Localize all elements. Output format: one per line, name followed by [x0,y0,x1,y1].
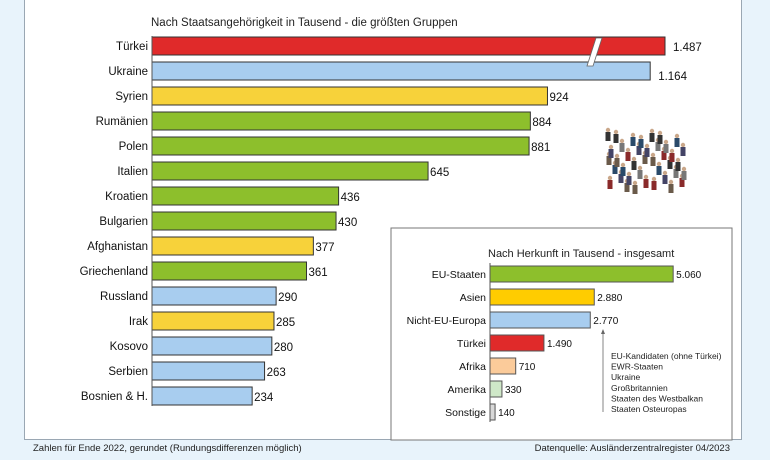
inset-value-label: 330 [505,385,522,396]
annotation-arrow-head [601,329,605,334]
value-label: 430 [338,217,357,229]
bar [151,361,266,381]
bar [151,211,337,231]
inset-value-label: 5.060 [676,270,701,281]
bar [151,336,273,356]
inset-value-label: 1.490 [547,339,572,350]
bar [151,386,253,406]
value-label: 361 [309,267,328,279]
bar [151,236,314,256]
inset-category-label: Sonstige [445,407,486,419]
value-label: 280 [274,342,293,354]
inset-value-label: 140 [498,408,515,419]
annotation-item: Großbritannien [611,383,668,393]
category-label: Irak [129,316,148,328]
value-label: 436 [341,192,360,204]
inset-value-label: 710 [519,362,536,373]
value-label: 377 [315,242,334,254]
inset-category-label: Amerika [447,384,486,396]
inset-bar [489,334,545,352]
bar [151,136,530,156]
inset-category-label: Nicht-EU-Europa [407,315,487,327]
inset-category-label: Afrika [459,361,486,373]
value-label: 290 [278,292,297,304]
inset-value-label: 2.880 [597,293,622,304]
bar [151,261,308,281]
inset-category-label: EU-Staaten [432,269,486,281]
inset-category-label: Türkei [457,338,486,350]
category-label: Türkei [116,41,148,53]
value-label: 884 [532,117,552,129]
bar [151,186,340,206]
inset-bar [489,265,674,283]
annotation-item: EWR-Staaten [611,362,663,372]
chart-title: Nach Staatsangehörigkeit in Tausend - di… [151,17,458,29]
annotation-item: Ukraine [611,372,641,382]
footer-note: Zahlen für Ende 2022, gerundet (Rundungs… [33,443,302,454]
value-label: 1.487 [673,42,702,54]
footer-source: Datenquelle: Ausländerzentralregister 04… [534,443,730,454]
inset-bar [489,357,517,375]
bar [151,61,651,81]
inset-title: Nach Herkunft in Tausend - insgesamt [488,248,674,260]
axis-break-mark [586,37,603,67]
crowd-of-people-icon [605,127,687,194]
category-label: Bulgarien [99,216,148,228]
category-label: Griechenland [80,266,148,278]
annotation-item: EU-Kandidaten (ohne Türkei) [611,351,722,361]
inset-value-label: 2.770 [593,316,618,327]
inset-bar [489,403,496,421]
value-label: 645 [430,167,449,179]
value-label: 263 [267,367,286,379]
category-label: Rumänien [96,116,148,128]
category-label: Serbien [108,366,148,378]
inset-bar [489,311,591,329]
value-label: 924 [549,92,569,104]
bar [151,161,429,181]
value-label: 881 [531,142,550,154]
category-label: Italien [117,166,148,178]
bar [151,311,275,331]
value-label: 234 [254,392,274,404]
annotation-item: Staaten des Westbalkan [611,393,703,403]
inset-category-label: Asien [460,292,486,304]
bar [151,36,666,56]
bar [151,286,277,306]
value-label: 1.164 [658,71,687,83]
category-label: Afghanistan [87,241,148,253]
value-label: 285 [276,317,295,329]
bar [151,86,548,106]
category-label: Kosovo [110,341,148,353]
bar [151,111,531,131]
category-label: Bosnien & H. [81,391,148,403]
category-label: Syrien [115,91,148,103]
annotation-item: Staaten Osteuropas [611,404,687,414]
category-label: Ukraine [108,66,148,78]
category-label: Polen [119,141,148,153]
inset-bar [489,288,595,306]
category-label: Kroatien [105,191,148,203]
inset-bar [489,380,503,398]
inset-box [390,227,733,441]
category-label: Russland [100,291,148,303]
